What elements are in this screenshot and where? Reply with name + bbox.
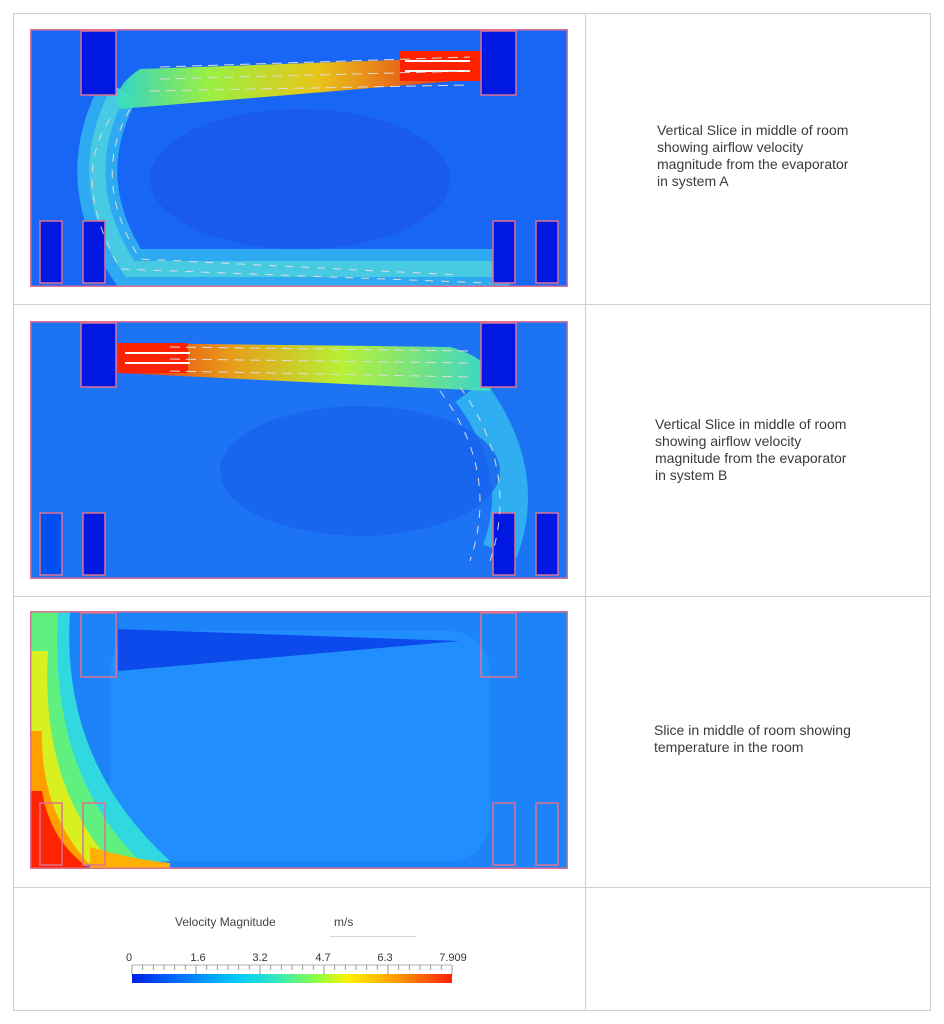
description-line: Vertical Slice in middle of room <box>657 122 849 138</box>
row-divider <box>13 596 931 597</box>
legend-unit-divider <box>330 936 416 937</box>
description-line: Slice in middle of room showing <box>654 722 851 738</box>
legend-tick-label: 4.7 <box>315 952 331 964</box>
legend-tick-label: 3.2 <box>252 952 268 964</box>
row-divider <box>13 887 931 888</box>
legend-ticks <box>131 964 453 974</box>
temperature-plot <box>30 611 568 869</box>
legend-unit: m/s <box>334 915 354 929</box>
legend-tick-label: 0 <box>125 952 133 964</box>
legend-tick-label: 6.3 <box>377 952 393 964</box>
table <box>13 13 931 1011</box>
legend-tick-label: 1.6 <box>190 952 206 964</box>
velocity-colorbar <box>132 974 452 983</box>
legend-title: Velocity Magnitude <box>175 915 276 929</box>
description-line: showing airflow velocity <box>655 433 802 449</box>
legend-tick-label: 7.909 <box>439 952 467 964</box>
description-line: temperature in the room <box>654 739 804 755</box>
description-line: magnitude from the evaporator <box>655 450 847 466</box>
description-line: in system B <box>655 467 728 483</box>
row-divider <box>13 304 931 305</box>
description-line: in system A <box>657 173 729 189</box>
column-divider <box>585 13 586 1011</box>
row-3-description: Slice in middle of room showing temperat… <box>654 722 851 756</box>
row-2-description: Vertical Slice in middle of room showing… <box>655 416 846 484</box>
row-1-description: Vertical Slice in middle of room showing… <box>657 122 848 190</box>
airflow-plot-system-a <box>30 29 568 287</box>
description-line: Vertical Slice in middle of room <box>655 416 847 432</box>
description-line: magnitude from the evaporator <box>657 156 849 172</box>
description-line: showing airflow velocity <box>657 139 804 155</box>
airflow-plot-system-b <box>30 321 568 579</box>
